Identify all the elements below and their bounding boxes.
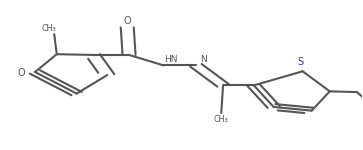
Text: S: S [297,57,303,67]
Text: N: N [200,55,207,64]
Text: CH₃: CH₃ [41,24,56,33]
Text: CH₃: CH₃ [214,115,229,124]
Text: O: O [18,68,25,78]
Text: HN: HN [164,55,178,64]
Text: O: O [123,16,131,26]
